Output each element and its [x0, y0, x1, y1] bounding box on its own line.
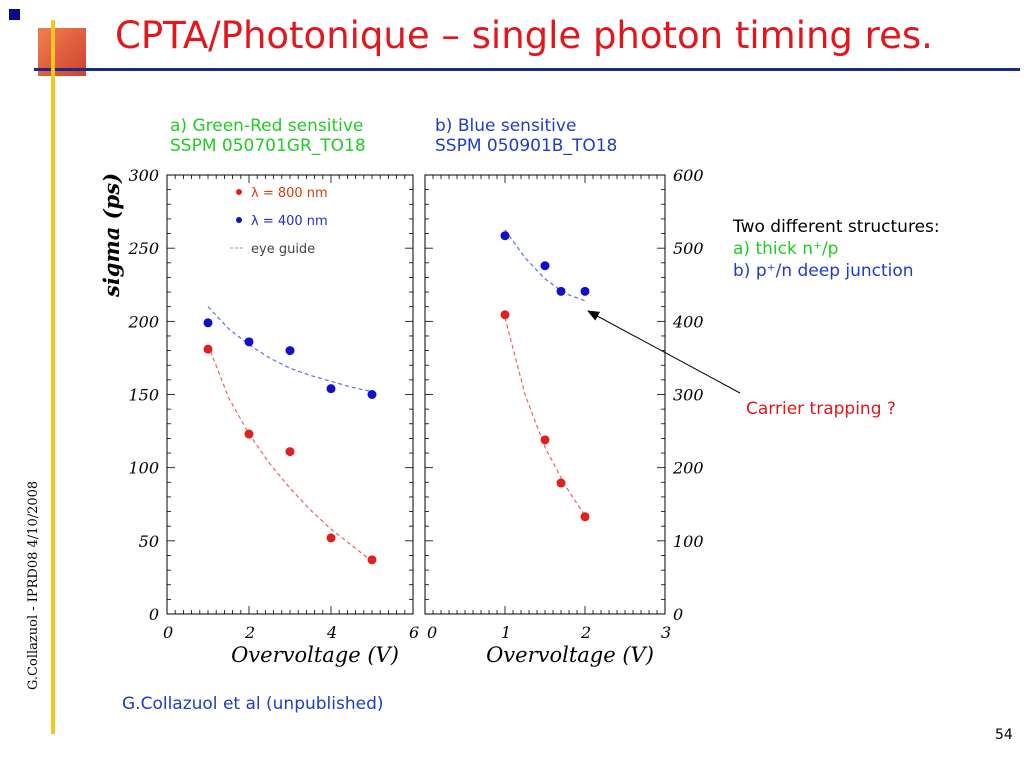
panel-b-point-blue — [500, 231, 510, 241]
notes-item-a: a) thick n⁺/p — [733, 239, 839, 259]
panel-a-legend-label: λ = 800 nm — [251, 186, 328, 201]
side-credit: G.Collazuol - IPRD08 4/10/2008 — [26, 480, 41, 690]
panel-a-legend-symbol — [236, 189, 242, 195]
panel-b-point-red — [540, 435, 550, 445]
panel-b-point-red — [500, 310, 510, 320]
panel-b-x-axis-title: Overvoltage (V) — [486, 643, 654, 667]
corner-square-blue — [9, 9, 20, 20]
panel-b-point-blue — [556, 286, 566, 296]
panel-a-point-blue — [326, 384, 336, 394]
panel-b-line1: b) Blue sensitive — [435, 116, 577, 136]
panel-b-point-blue — [540, 261, 550, 271]
panel-b-x-tick-label: 2 — [580, 623, 591, 642]
panel-b-y-tick-label: 600 — [673, 166, 704, 185]
panel-a-label: a) Green-Red sensitive SSPM 050701GR_TO1… — [170, 116, 366, 156]
panel-a-point-red — [203, 344, 213, 354]
side-notes: Two different structures: a) thick n⁺/p … — [733, 216, 940, 282]
panel-a-point-blue — [203, 318, 213, 328]
panel-a-point-red — [367, 555, 377, 565]
panel-b-y-tick-label: 0 — [673, 605, 683, 624]
panel-a-x-tick-label: 0 — [163, 623, 173, 642]
panel-b-y-tick-label: 300 — [673, 386, 704, 405]
panel-a-point-blue — [285, 346, 295, 356]
bottom-credit: G.Collazuol et al (unpublished) — [122, 694, 384, 714]
panel-a-point-red — [326, 533, 336, 543]
panel-b-eye-guide-red — [504, 317, 586, 517]
panel-b-x-tick-label: 3 — [661, 623, 671, 642]
slide-title: CPTA/Photonique – single photon timing r… — [115, 14, 933, 57]
panel-a-point-blue — [367, 390, 377, 399]
panel-a-y-tick-label: 0 — [149, 605, 159, 624]
panel-b-y-tick-label: 500 — [673, 239, 704, 258]
panel-a-line2: SSPM 050701GR_TO18 — [170, 136, 366, 156]
panel-a-y-tick-label: 50 — [139, 532, 159, 551]
panel-a-y-tick-label: 300 — [128, 166, 159, 185]
panel-a-x-tick-label: 4 — [326, 623, 337, 642]
notes-heading: Two different structures: — [733, 217, 940, 237]
panel-a-legend-label: λ = 400 nm — [251, 214, 328, 229]
panel-b-x-tick-label: 1 — [501, 623, 511, 642]
panel-b-point-blue — [580, 286, 590, 296]
title-underline — [34, 68, 1020, 71]
panel-a-y-tick-label: 100 — [128, 459, 159, 478]
panel-b-line2: SSPM 050901B_TO18 — [435, 136, 618, 156]
left-vertical-bar — [51, 20, 55, 734]
carrier-trapping-annotation: Carrier trapping ? — [746, 399, 896, 419]
panel-a-legend-label: eye guide — [251, 242, 315, 257]
panel-a-y-axis-title: sigma (ps) — [99, 173, 124, 298]
panel-a-x-axis-title: Overvoltage (V) — [231, 643, 399, 667]
panel-a-point-red — [244, 429, 254, 439]
panel-a-y-tick-label: 150 — [128, 386, 159, 405]
panel-b-y-tick-label: 400 — [672, 312, 704, 331]
page-number: 54 — [995, 727, 1013, 743]
panel-b-plot-frame — [424, 174, 666, 615]
panel-a-x-tick-label: 6 — [409, 623, 419, 642]
panel-b-point-red — [556, 478, 566, 488]
panel-b-label: b) Blue sensitive SSPM 050901B_TO18 — [435, 116, 617, 156]
panel-a-point-red — [285, 447, 295, 457]
notes-item-b: b) p⁺/n deep junction — [733, 261, 914, 281]
panel-a-point-blue — [244, 337, 254, 347]
panel-a-eye-guide-blue — [207, 306, 373, 393]
panel-b-y-tick-label: 200 — [672, 459, 704, 478]
panel-b-point-red — [580, 512, 590, 522]
panel-b-eye-guide-blue — [504, 229, 586, 302]
panel-a-x-tick-label: 2 — [244, 623, 255, 642]
panel-a-line1: a) Green-Red sensitive — [170, 116, 364, 136]
panel-a-y-tick-label: 200 — [127, 312, 159, 331]
panel-a-eye-guide-red — [207, 344, 373, 562]
panel-b-y-tick-label: 100 — [673, 532, 704, 551]
carrier-trapping-arrow — [587, 310, 741, 394]
panel-b-x-tick-label: 0 — [427, 623, 437, 642]
panel-a-legend-symbol — [236, 217, 242, 223]
panel-a-y-tick-label: 250 — [127, 239, 159, 258]
